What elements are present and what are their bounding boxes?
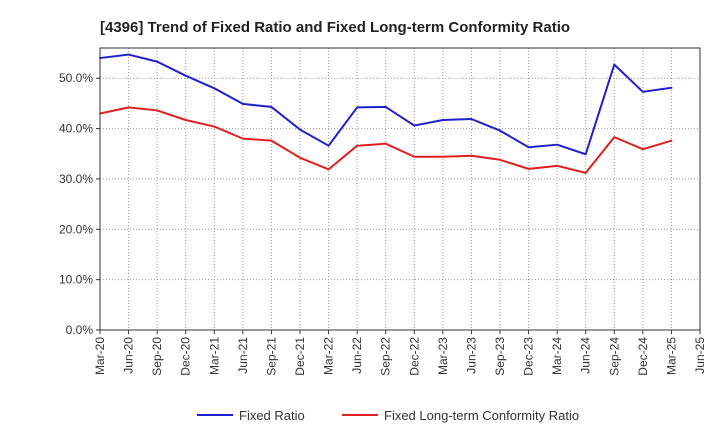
x-tick-label: Dec-23 (522, 337, 536, 376)
series-lines (99, 53, 673, 174)
legend-label: Fixed Long-term Conformity Ratio (384, 408, 579, 423)
y-tick-label: 20.0% (59, 222, 93, 236)
x-tick-label: Jun-22 (350, 337, 364, 374)
chart-title: [4396] Trend of Fixed Ratio and Fixed Lo… (100, 19, 570, 36)
x-tick-label: Mar-24 (550, 337, 564, 375)
x-axis: Mar-20 Jun-20 Sep-20 Dec-20 Mar-21 Jun-21 Sep-… (93, 330, 707, 376)
grid-lines (100, 48, 700, 330)
x-tick-label: Jun-21 (236, 337, 250, 374)
x-tick-label: Dec-21 (293, 337, 307, 376)
x-tick-label: Sep-22 (379, 337, 393, 376)
y-tick-label: 30.0% (59, 172, 93, 186)
plot-area (100, 48, 700, 330)
x-tick-label: Jun-24 (579, 337, 593, 374)
x-tick-label: Mar-22 (322, 337, 336, 375)
y-tick-label: 10.0% (59, 273, 93, 287)
x-tick-label: Dec-20 (179, 337, 193, 376)
x-tick-label: Dec-24 (636, 337, 650, 376)
x-tick-label: Jun-25 (693, 337, 707, 374)
x-tick-label: Mar-23 (436, 337, 450, 375)
series-line (99, 53, 673, 156)
x-tick-label: Mar-25 (664, 337, 678, 375)
series-line (99, 106, 673, 174)
x-tick-label: Mar-21 (207, 337, 221, 375)
x-tick-label: Mar-20 (93, 337, 107, 375)
legend: Fixed Ratio Fixed Long-term Conformity Ra… (197, 408, 579, 423)
legend-label: Fixed Ratio (239, 408, 305, 423)
x-tick-label: Sep-24 (607, 337, 621, 376)
x-tick-label: Jun-23 (464, 337, 478, 374)
y-tick-label: 50.0% (59, 71, 93, 85)
x-tick-label: Sep-20 (150, 337, 164, 376)
x-tick-label: Sep-21 (264, 337, 278, 376)
x-tick-label: Jun-20 (122, 337, 136, 374)
y-axis: 0.0% 10.0% 20.0% 30.0% 40.0% 50.0% (59, 71, 100, 337)
plot-frame (99, 47, 701, 331)
y-tick-label: 40.0% (59, 122, 93, 136)
x-tick-label: Sep-23 (493, 337, 507, 376)
y-tick-label: 0.0% (66, 323, 94, 337)
x-tick-label: Dec-22 (407, 337, 421, 376)
